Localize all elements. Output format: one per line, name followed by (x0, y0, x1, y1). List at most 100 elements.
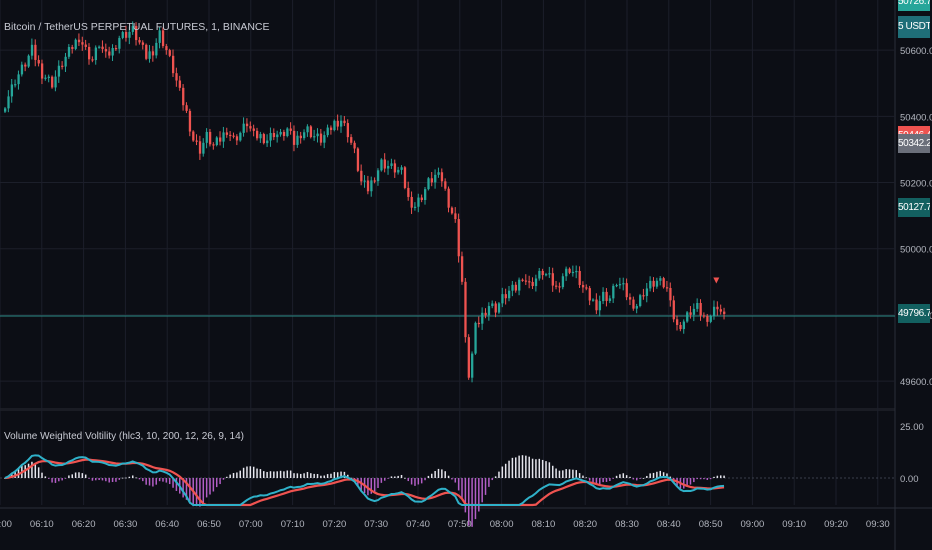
histogram-bar (699, 478, 702, 480)
candle (27, 55, 30, 67)
histogram-bar (326, 474, 329, 478)
candle (296, 135, 299, 145)
histogram-bar (585, 477, 588, 479)
histogram-bar (447, 475, 450, 478)
histogram-bar (484, 478, 487, 495)
candle (74, 39, 77, 49)
candle (239, 132, 242, 141)
histogram-bar (128, 476, 131, 478)
candle (682, 321, 686, 330)
candle (555, 285, 558, 287)
histogram-bar (256, 468, 258, 478)
candle (245, 123, 249, 127)
candle (575, 270, 578, 273)
histogram-bar (95, 478, 97, 481)
candle (645, 288, 649, 296)
candle (67, 47, 71, 57)
candle (447, 188, 450, 208)
price-badge-top: 50726.71 (898, 0, 930, 11)
histogram-bar (434, 471, 436, 478)
histogram-bar (444, 471, 446, 478)
candle (114, 47, 118, 50)
histogram-bar (646, 475, 648, 478)
x-tick-label: 06:30 (114, 519, 138, 530)
candle (88, 46, 91, 60)
histogram-bar (78, 472, 80, 478)
candle (659, 278, 662, 281)
candle (98, 46, 101, 48)
histogram-bar (488, 478, 490, 487)
candle (121, 32, 124, 38)
candle (17, 74, 20, 85)
candle (494, 303, 497, 313)
histogram-bar (175, 478, 178, 491)
histogram-bar (229, 474, 231, 478)
candle (272, 133, 276, 138)
histogram-bar (189, 478, 191, 504)
histogram-bar (437, 468, 440, 478)
candle (135, 26, 138, 41)
histogram-bar (394, 476, 396, 478)
candle (292, 130, 296, 145)
histogram-bar (551, 465, 554, 478)
candle (313, 136, 316, 138)
candle (259, 134, 262, 139)
candle (94, 47, 98, 61)
x-tick-label: 07:30 (364, 519, 388, 530)
x-tick-label: 09:10 (782, 519, 806, 530)
candle (551, 273, 554, 286)
candle (380, 159, 383, 171)
histogram-bar (306, 471, 309, 478)
candle (340, 120, 343, 127)
x-tick-label: 08:50 (699, 519, 723, 530)
candle (182, 87, 185, 106)
histogram-bar (703, 478, 705, 480)
candle (138, 40, 141, 43)
histogram-bar (498, 471, 500, 478)
candle (723, 311, 726, 314)
candle (235, 136, 239, 141)
candle (420, 197, 423, 200)
y-tick-label: 50600.00 (900, 46, 932, 57)
candle (232, 135, 235, 137)
histogram-bar (414, 478, 416, 486)
histogram-bar (575, 470, 577, 478)
histogram-bar (289, 470, 292, 478)
candle (306, 126, 309, 133)
y-tick-label: 50200.00 (900, 179, 932, 190)
histogram-bar (310, 473, 312, 478)
histogram-bar (599, 478, 601, 485)
histogram-bar (683, 478, 685, 489)
histogram-bar (619, 474, 621, 478)
candle (514, 284, 518, 291)
candle (712, 306, 716, 316)
candle (309, 126, 313, 138)
histogram-bar (222, 478, 225, 480)
histogram-bar (61, 478, 63, 481)
candle (165, 46, 168, 51)
histogram-bar (397, 475, 399, 478)
histogram-bar (390, 476, 393, 478)
histogram-bar (41, 472, 43, 478)
histogram-bar (370, 478, 373, 494)
histogram-bar (407, 478, 409, 482)
histogram-bar (209, 478, 211, 495)
candle (242, 123, 245, 133)
candle (397, 169, 400, 173)
histogram-bar (320, 475, 322, 478)
x-tick-label: 07:00 (239, 519, 263, 530)
histogram-bar (686, 478, 688, 487)
candle (390, 163, 393, 166)
histogram-bar (347, 474, 349, 478)
candle (262, 134, 266, 144)
histogram-bar (572, 469, 574, 478)
unit-badge: 5 USDT 1 (898, 16, 930, 38)
candle (642, 295, 645, 297)
histogram-bar (138, 478, 141, 480)
pane-separator (0, 408, 895, 411)
histogram-bar (316, 473, 319, 478)
histogram-bar (609, 478, 611, 482)
histogram-bar (279, 470, 282, 478)
candle (256, 130, 259, 139)
